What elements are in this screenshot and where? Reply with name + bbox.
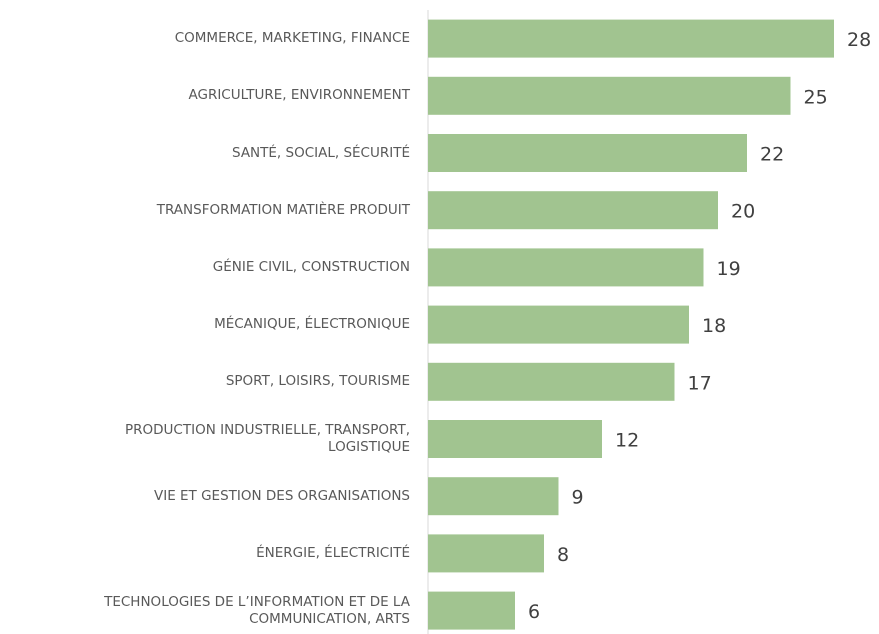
category-label: MÉCANIQUE, ÉLECTRONIQUE — [214, 316, 410, 333]
value-label: 19 — [717, 258, 741, 280]
bar — [428, 19, 834, 58]
value-label: 17 — [688, 372, 712, 394]
bar — [428, 477, 559, 516]
value-label: 25 — [804, 86, 828, 108]
value-label: 9 — [572, 487, 584, 509]
bar — [428, 591, 515, 630]
bar — [428, 76, 791, 115]
category-label: TRANSFORMATION MATIÈRE PRODUIT — [156, 201, 410, 218]
category-label: SPORT, LOISIRS, TOURISME — [225, 373, 410, 390]
value-label: 18 — [702, 315, 726, 337]
category-label: PRODUCTION INDUSTRIELLE, TRANSPORT, LOGI… — [125, 422, 410, 455]
category-label: SANTÉ, SOCIAL, SÉCURITÉ — [232, 144, 410, 161]
value-label: 28 — [847, 29, 871, 51]
bar — [428, 134, 747, 172]
bar — [428, 534, 544, 573]
value-label: 8 — [557, 544, 569, 566]
bar — [428, 362, 675, 401]
bar — [428, 248, 704, 287]
category-label: AGRICULTURE, ENVIRONNEMENT — [188, 87, 410, 104]
category-label: COMMERCE, MARKETING, FINANCE — [174, 30, 410, 47]
category-label: ÉNERGIE, ÉLECTRICITÉ — [256, 544, 410, 561]
value-label: 12 — [615, 430, 639, 452]
value-label: 20 — [731, 201, 755, 223]
category-label: TECHNOLOGIES DE L’INFORMATION ET DE LA C… — [104, 593, 410, 627]
category-label: VIE ET GESTION DES ORGANISATIONS — [153, 487, 410, 504]
bar — [428, 191, 718, 230]
category-label: GÉNIE CIVIL, CONSTRUCTION — [212, 258, 410, 275]
bar — [428, 305, 689, 344]
bar — [428, 420, 602, 458]
value-label: 6 — [528, 601, 540, 623]
value-label: 22 — [760, 144, 784, 166]
